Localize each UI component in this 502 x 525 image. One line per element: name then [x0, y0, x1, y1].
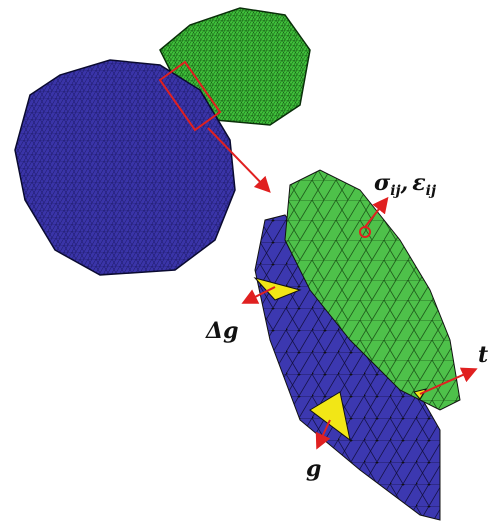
zoomed-contact: σij,εij Δg t g	[205, 170, 488, 520]
gap-change-label: Δg	[205, 318, 238, 344]
gap-label: g	[306, 456, 321, 482]
stress-strain-label: σij,εij	[374, 170, 436, 199]
subscript: ij	[390, 183, 400, 199]
subscript: ij	[426, 183, 436, 199]
blue-body	[15, 60, 235, 275]
traction-label: t	[478, 342, 488, 368]
sigma: σ	[374, 170, 391, 196]
epsilon: ε	[412, 170, 425, 196]
page: σij,εij Δg t g (() => { const data = JSO…	[0, 0, 502, 525]
figure: σij,εij Δg t g	[0, 0, 502, 525]
separator: ,	[400, 170, 409, 196]
